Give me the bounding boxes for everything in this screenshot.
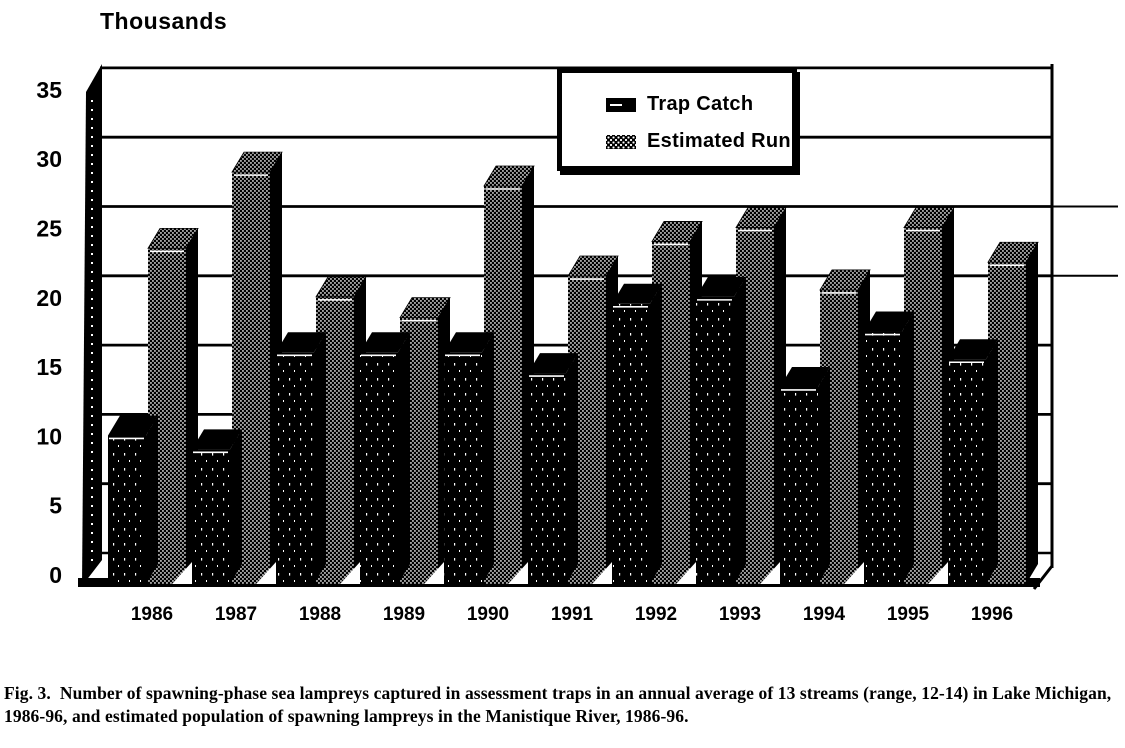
bar-trap-catch-side-1994 bbox=[818, 366, 830, 584]
bar-trap-catch-top-1992 bbox=[612, 283, 662, 304]
x-tick-label-1990: 1990 bbox=[467, 604, 509, 625]
y-tick-label-25: 25 bbox=[36, 216, 62, 242]
bar-trap-catch-texture-1987 bbox=[192, 449, 230, 584]
legend-item-estimated-run: Estimated Run bbox=[606, 123, 792, 160]
trap-catch-swatch-icon bbox=[606, 97, 636, 112]
bar-trap-catch-top-1993 bbox=[696, 276, 746, 297]
x-tick-label-1991: 1991 bbox=[551, 604, 594, 625]
bar-trap-catch-top-1994 bbox=[780, 366, 830, 387]
y-tick-label-5: 5 bbox=[49, 493, 62, 519]
y-tick-label-0: 0 bbox=[49, 562, 62, 588]
bar-trap-catch-texture-1994 bbox=[780, 386, 818, 584]
floor-wedge bbox=[256, 562, 276, 584]
bar-trap-catch-top-1986 bbox=[108, 415, 158, 436]
bar-trap-catch-texture-1995 bbox=[864, 331, 902, 584]
legend-box: Trap Catch Estimated Run bbox=[557, 68, 797, 171]
bar-trap-catch-side-1986 bbox=[146, 415, 158, 584]
x-tick-label-1989: 1989 bbox=[383, 604, 425, 625]
figure-caption: Fig. 3. Number of spawning-phase sea lam… bbox=[4, 683, 1112, 727]
bar-trap-catch-top-1988 bbox=[276, 332, 326, 353]
bar-trap-catch-side-1991 bbox=[566, 353, 578, 584]
floor-wedge bbox=[508, 562, 528, 584]
bar-trap-catch-texture-1996 bbox=[948, 359, 986, 584]
floor-wedge bbox=[172, 562, 192, 584]
bar-trap-catch-texture-1988 bbox=[276, 352, 314, 584]
bar-trap-catch-texture-1991 bbox=[528, 373, 566, 584]
legend-label-estimated-run: Estimated Run bbox=[647, 130, 791, 152]
bar-trap-catch-side-1989 bbox=[398, 332, 410, 584]
floor-wedge bbox=[760, 562, 780, 584]
x-tick-label-1993: 1993 bbox=[719, 604, 761, 625]
bar-trap-catch-texture-1986 bbox=[108, 435, 146, 584]
bar-trap-catch-texture-1993 bbox=[696, 296, 734, 584]
x-tick-label-1996: 1996 bbox=[971, 604, 1013, 625]
bar-trap-catch-top-1996 bbox=[948, 339, 998, 360]
bar-trap-catch-side-1995 bbox=[902, 311, 914, 584]
floor-wedge bbox=[592, 562, 612, 584]
bar-trap-catch-top-1991 bbox=[528, 353, 578, 374]
y-tick-label-10: 10 bbox=[36, 423, 62, 449]
bar-trap-catch-side-1996 bbox=[986, 339, 998, 584]
x-tick-label-1988: 1988 bbox=[299, 604, 341, 625]
legend-item-trap-catch: Trap Catch bbox=[606, 86, 792, 123]
y-tick-label-20: 20 bbox=[36, 285, 62, 311]
bar-trap-catch-side-1990 bbox=[482, 332, 494, 584]
bar-trap-catch-top-1990 bbox=[444, 332, 494, 353]
x-tick-label-1994: 1994 bbox=[803, 604, 846, 625]
x-tick-label-1995: 1995 bbox=[887, 604, 930, 625]
bar-trap-catch-side-1993 bbox=[734, 276, 746, 584]
bar-trap-catch-top-1989 bbox=[360, 332, 410, 353]
bar-trap-catch-texture-1990 bbox=[444, 352, 482, 584]
x-tick-label-1986: 1986 bbox=[131, 604, 173, 625]
legend-label-trap-catch: Trap Catch bbox=[647, 93, 754, 115]
floor-wedge bbox=[676, 562, 696, 584]
bar-trap-catch-top-1995 bbox=[864, 311, 914, 332]
bar-trap-catch-texture-1992 bbox=[612, 303, 650, 584]
x-tick-label-1987: 1987 bbox=[215, 604, 257, 625]
y-tick-label-30: 30 bbox=[36, 146, 62, 172]
y-tick-label-35: 35 bbox=[36, 77, 62, 103]
floor-wedge bbox=[928, 562, 948, 584]
bar-trap-catch-side-1992 bbox=[650, 283, 662, 584]
estimated-run-swatch-icon bbox=[606, 134, 636, 149]
y-tick-label-15: 15 bbox=[36, 354, 62, 380]
bar-trap-catch-side-1988 bbox=[314, 332, 326, 584]
bar-trap-catch-side-1987 bbox=[230, 429, 242, 584]
floor-wedge bbox=[844, 562, 864, 584]
bar-estimated-run-side-1996 bbox=[1026, 242, 1038, 584]
x-tick-label-1992: 1992 bbox=[635, 604, 677, 625]
bar-trap-catch-texture-1989 bbox=[360, 352, 398, 584]
y-axis-unit-title: Thousands bbox=[100, 8, 228, 34]
floor-wedge bbox=[340, 562, 360, 584]
bar-trap-catch-top-1987 bbox=[192, 429, 242, 450]
floor-wedge bbox=[424, 562, 444, 584]
